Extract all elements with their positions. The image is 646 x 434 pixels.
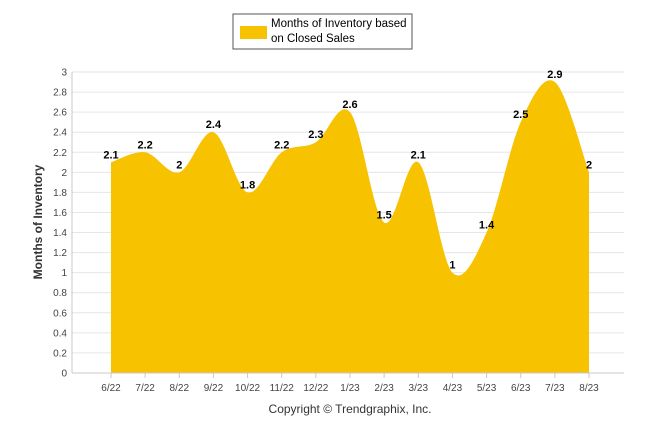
x-tick-label: 8/22: [170, 383, 190, 394]
y-tick-label: 1.8: [53, 188, 67, 199]
y-tick-label: 1: [61, 268, 67, 279]
x-tick-label: 7/23: [545, 383, 565, 394]
legend-label-line-2: on Closed Sales: [271, 33, 355, 45]
y-tick-label: 0: [61, 369, 67, 380]
y-tick-label: 2.8: [53, 88, 67, 99]
data-label: 2.2: [274, 139, 289, 151]
y-tick-label: 2.6: [53, 108, 67, 119]
y-tick-label: 0.6: [53, 308, 67, 319]
x-tick-label: 2/23: [374, 383, 394, 394]
x-tick-label: 12/22: [303, 383, 328, 394]
x-tick-label: 3/23: [409, 383, 429, 394]
y-tick-label: 3: [61, 68, 67, 79]
data-label: 2.4: [206, 119, 222, 131]
data-label: 2.9: [547, 69, 562, 81]
copyright-text: Copyright © Trendgraphix, Inc.: [269, 402, 432, 416]
data-label: 2.2: [137, 139, 152, 151]
data-label: 1.5: [376, 210, 391, 222]
data-label: 2.5: [513, 109, 528, 121]
x-tick-label: 7/22: [135, 383, 155, 394]
x-tick-label: 11/22: [270, 383, 295, 394]
x-tick-label: 6/22: [101, 383, 121, 394]
x-tick-label: 10/22: [235, 383, 260, 394]
y-axis-title: Months of Inventory: [31, 164, 45, 279]
area-series: [111, 80, 589, 374]
y-tick-label: 0.8: [53, 288, 67, 299]
y-tick-label: 1.6: [53, 208, 67, 219]
y-tick-label: 2.2: [53, 148, 67, 159]
data-label: 2.1: [411, 149, 426, 161]
y-tick-label: 2: [61, 168, 67, 179]
y-tick-label: 2.4: [53, 128, 67, 139]
y-tick-label: 0.2: [53, 348, 67, 359]
legend-label-line-1: Months of Inventory based: [271, 18, 407, 30]
data-label: 1: [449, 260, 455, 272]
data-label: 2: [586, 159, 592, 171]
area-fill: [111, 80, 589, 374]
data-label: 1.4: [479, 220, 495, 232]
legend-swatch: [240, 26, 267, 39]
y-tick-label: 1.2: [53, 248, 67, 259]
x-tick-label: 9/22: [204, 383, 224, 394]
data-label: 2.1: [103, 149, 118, 161]
x-tick-label: 5/23: [477, 383, 497, 394]
data-label: 2.3: [308, 129, 323, 141]
y-tick-label: 0.4: [53, 328, 67, 339]
x-tick-label: 4/23: [443, 383, 463, 394]
data-label: 1.8: [240, 179, 255, 191]
x-tick-label: 8/23: [579, 383, 599, 394]
axes: 0 0.2 0.4 0.6 0.8 1 1.2 1.4 1.6 1.8 2 2.2 2.4 2.6 2.8 3…: [53, 68, 624, 394]
y-tick-label: 1.4: [53, 228, 67, 239]
data-label: 2.6: [342, 99, 357, 111]
legend[interactable]: Months of Inventory based on Closed Sale…: [232, 13, 413, 50]
x-tick-label: 1/23: [340, 383, 360, 394]
x-tick-label: 6/23: [511, 383, 531, 394]
data-label: 2: [176, 159, 182, 171]
data-labels: 2.1 2.2 2 2.4 1.8 2.2 2.3 2.6 1.5 2.1 1 1.4 2.5 2.9 2: [103, 69, 592, 272]
